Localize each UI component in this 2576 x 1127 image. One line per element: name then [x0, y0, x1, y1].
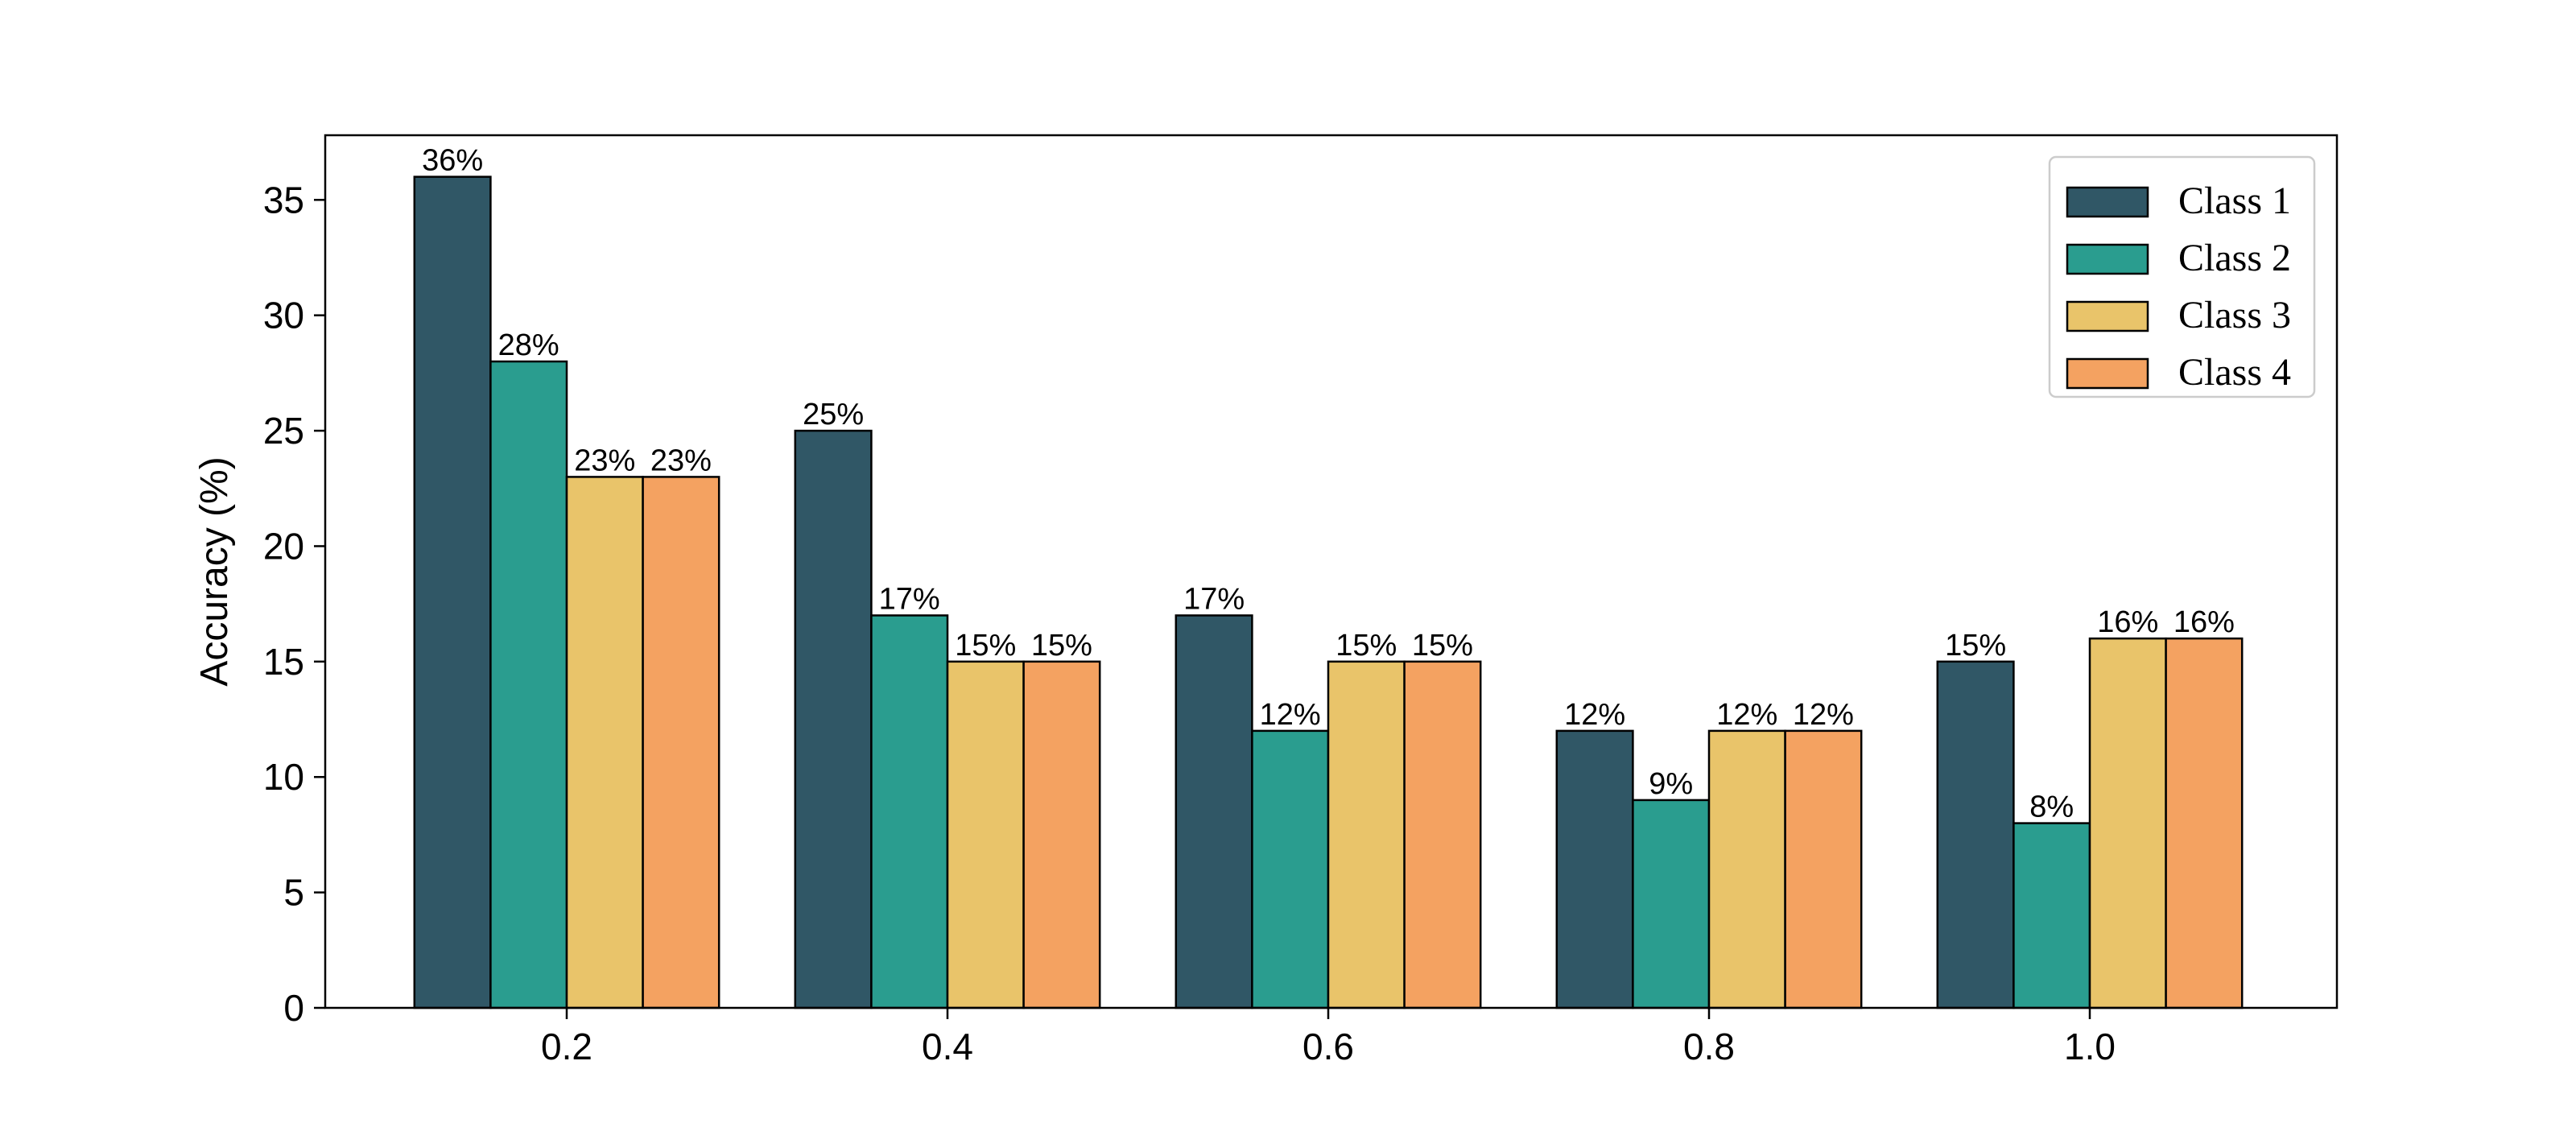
bar-series2-cat1 — [489, 360, 568, 1009]
y-tick-label: 10 — [263, 756, 304, 798]
x-tick-label: 0.6 — [1302, 1026, 1354, 1067]
bar-series3-cat1 — [565, 476, 644, 1009]
bar-series1-cat5 — [1936, 660, 2015, 1009]
legend-swatch — [2066, 186, 2149, 218]
bar-value-label: 15% — [1031, 629, 1092, 663]
legend-entry: Class 1 — [2178, 180, 2291, 222]
bars-layer — [413, 175, 2244, 1009]
bar-series1-cat3 — [1174, 614, 1253, 1009]
bar-value-label: 15% — [1412, 629, 1473, 663]
y-tick-label: 20 — [263, 525, 304, 567]
y-tick-label: 15 — [263, 641, 304, 683]
bar-value-label: 17% — [1183, 582, 1245, 616]
y-tick-label: 35 — [263, 179, 304, 221]
bar-value-label: 16% — [2174, 605, 2235, 639]
y-axis: 0 5 10 15 20 25 30 35 — [263, 179, 325, 1029]
bar-value-label: 15% — [1335, 629, 1397, 663]
y-tick-label: 25 — [263, 410, 304, 452]
legend-swatch — [2066, 300, 2149, 332]
bar-value-label: 23% — [574, 444, 635, 477]
bar-series2-cat4 — [1632, 799, 1711, 1009]
bar-value-label: 12% — [1260, 698, 1321, 732]
bar-value-label: 23% — [650, 444, 712, 477]
legend-swatch — [2066, 357, 2149, 390]
bar-value-label: 9% — [1649, 767, 1693, 801]
bar-series4-cat1 — [642, 476, 720, 1009]
x-tick-label: 0.4 — [922, 1026, 973, 1067]
legend-swatch — [2066, 243, 2149, 275]
bar-value-label: 12% — [1793, 698, 1854, 732]
bar-series2-cat3 — [1251, 729, 1330, 1009]
x-tick-label: 0.8 — [1683, 1026, 1735, 1067]
bar-series3-cat5 — [2088, 637, 2167, 1009]
y-tick-label: 5 — [283, 872, 304, 914]
bar-value-label: 36% — [422, 144, 483, 178]
bar-series1-cat4 — [1555, 729, 1634, 1009]
bar-value-label: 15% — [1945, 629, 2006, 663]
bar-series4-cat2 — [1022, 660, 1101, 1009]
plot-frame — [324, 134, 2339, 1009]
bar-series2-cat5 — [2013, 822, 2091, 1009]
legend: Class 1 Class 2 Class 3 Class 4 — [2048, 155, 2316, 398]
bar-series4-cat4 — [1784, 729, 1863, 1009]
x-tick-label: 0.2 — [541, 1026, 592, 1067]
bar-value-label: 12% — [1716, 698, 1777, 732]
legend-entry: Class 2 — [2178, 237, 2291, 279]
bar-value-label: 12% — [1564, 698, 1625, 732]
x-axis: 0.2 0.4 0.6 0.8 1.0 — [541, 1008, 2116, 1067]
bar-labels-layer: 36% 25% 17% 12% 15% 28% 17% 12% 9% 8% 23% 15% 15% 12%… — [422, 144, 2235, 824]
y-tick-label: 30 — [263, 295, 304, 336]
bar-series3-cat3 — [1327, 660, 1406, 1009]
legend-entry: Class 3 — [2178, 294, 2291, 336]
bar-series1-cat2 — [794, 429, 873, 1009]
legend-entry: Class 4 — [2178, 351, 2291, 394]
bar-value-label: 25% — [803, 398, 864, 431]
y-axis-title: Accuracy (%) — [193, 456, 236, 686]
bar-value-label: 8% — [2029, 791, 2074, 824]
bar-series3-cat2 — [946, 660, 1025, 1009]
bar-value-label: 16% — [2097, 605, 2158, 639]
y-tick-label: 0 — [283, 987, 304, 1029]
bar-value-label: 28% — [498, 328, 559, 362]
x-tick-label: 1.0 — [2064, 1026, 2116, 1067]
bar-series4-cat3 — [1403, 660, 1482, 1009]
bar-series2-cat2 — [870, 614, 949, 1009]
bar-series1-cat1 — [413, 175, 492, 1009]
bar-series3-cat4 — [1707, 729, 1786, 1009]
bar-value-label: 17% — [879, 582, 940, 616]
bar-value-label: 15% — [955, 629, 1016, 663]
bar-series4-cat5 — [2165, 637, 2244, 1009]
